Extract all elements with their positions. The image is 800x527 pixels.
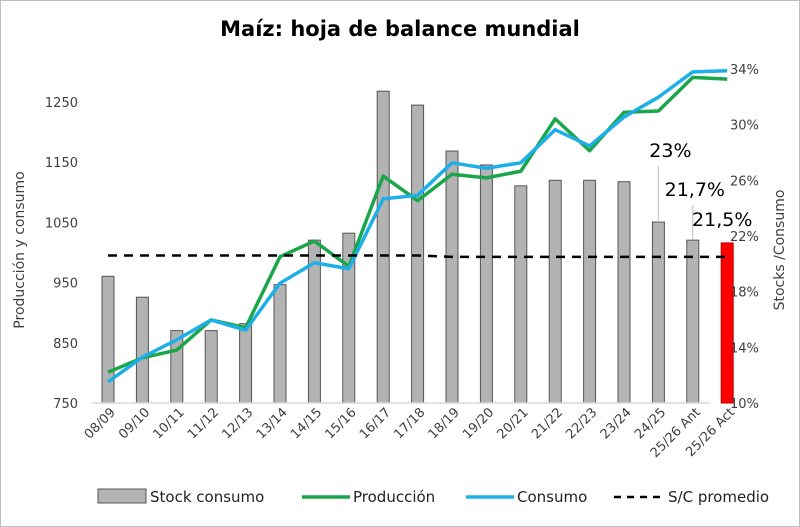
x-tick-label: 21/22 [529, 405, 566, 442]
x-tick-label: 08/09 [82, 405, 119, 442]
bar-stock-consumo [479, 164, 493, 404]
x-tick-label: 15/16 [323, 405, 360, 442]
bar-stock-consumo [651, 221, 665, 404]
x-tick-label: 14/15 [288, 405, 325, 442]
bar-stock-consumo [239, 323, 253, 404]
line-s-c-promedio [108, 254, 728, 259]
y-right-tick-label: 30% [730, 119, 759, 134]
y-right-tick-label: 34% [730, 63, 759, 78]
x-tick-label: 17/18 [391, 405, 428, 442]
chart-title: Maíz: hoja de balance mundial [220, 17, 580, 41]
bar-stock-consumo [583, 179, 597, 404]
legend-label: S/C promedio [668, 488, 769, 506]
y-left-tick-label: 1050 [45, 216, 78, 231]
y-left-tick-label: 850 [53, 337, 78, 352]
x-tick-label: 19/20 [460, 405, 497, 442]
bar-stock-consumo [548, 179, 562, 404]
bar-stock-consumo [617, 181, 631, 404]
x-tick-label: 16/17 [357, 405, 394, 442]
y-right-tick-label: 14% [730, 341, 759, 356]
y-right-tick-label: 18% [730, 286, 759, 301]
y-left-tick-label: 750 [53, 397, 78, 412]
bar-stock-consumo [101, 275, 115, 404]
x-tick-label: 23/24 [598, 405, 635, 442]
x-tick-label: 10/11 [151, 405, 188, 442]
legend-label: Stock consumo [150, 488, 264, 506]
legend-swatch-stock-consumo [97, 488, 147, 504]
annotation-label: 21,7% [665, 179, 725, 201]
x-tick-label: 22/23 [563, 405, 600, 442]
bar-stock-consumo [411, 104, 425, 404]
x-tick-label: 11/12 [185, 405, 222, 442]
bar-stock-consumo [686, 239, 700, 404]
x-tick-label: 20/21 [495, 405, 532, 442]
annotation-label: 23% [649, 140, 691, 162]
x-tick-label: 18/19 [426, 405, 463, 442]
legend-label: Producción [353, 488, 435, 506]
y-right-tick-label: 22% [730, 230, 759, 245]
x-tick-label: 13/14 [254, 405, 291, 442]
bar-stock-consumo [720, 242, 734, 404]
y-axis-right-label: Stocks /Consumo [772, 190, 788, 311]
x-tick-label: 09/10 [116, 405, 153, 442]
y-right-tick-label: 10% [730, 397, 759, 412]
bar-stock-consumo [273, 284, 287, 404]
bar-stock-consumo [135, 296, 149, 404]
y-axis-left-label: Producción y consumo [12, 171, 28, 328]
legend-label: Consumo [517, 488, 587, 506]
bar-stock-consumo [376, 90, 390, 404]
bar-stock-consumo [204, 330, 218, 404]
bar-stock-consumo [445, 150, 459, 404]
line-consumo [106, 68, 728, 384]
bar-stock-consumo [514, 185, 528, 404]
y-left-tick-label: 1250 [45, 96, 78, 111]
annotation-label: 21,5% [692, 209, 752, 231]
x-tick-label: 12/13 [219, 405, 256, 442]
y-left-tick-label: 950 [53, 277, 78, 292]
y-right-tick-label: 26% [730, 174, 759, 189]
y-left-tick-label: 1150 [45, 156, 78, 171]
